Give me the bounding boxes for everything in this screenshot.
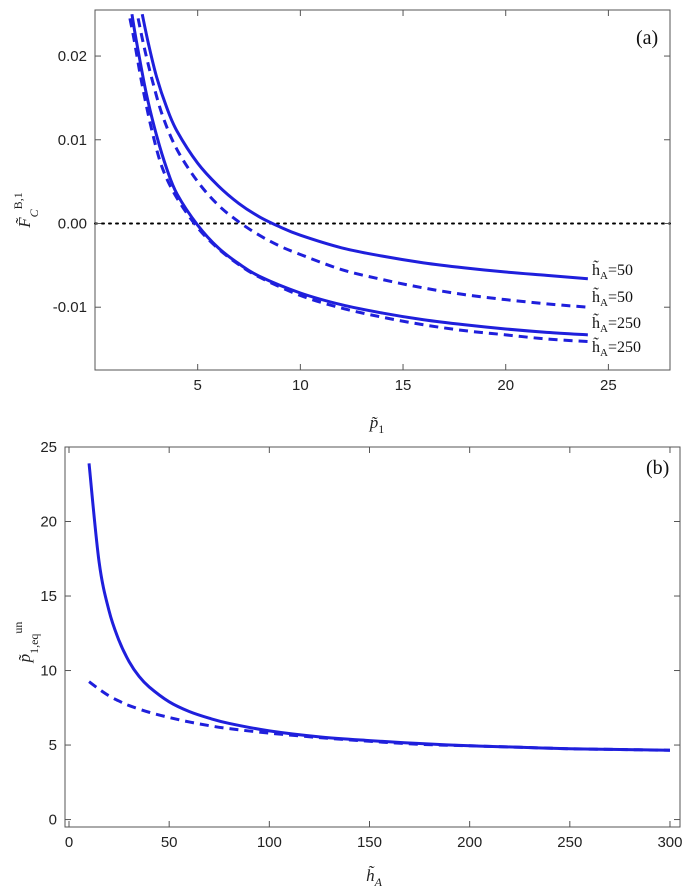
- panel-b-x-tick-label: 100: [257, 834, 282, 851]
- panel-a-frame: [94, 9, 671, 371]
- panel-a-y-tick-label: 0.02: [58, 48, 87, 65]
- panel-a-curve-labels: h̃A=50 h̃A=50 h̃A=250 h̃A=250: [592, 260, 641, 359]
- panel-b-series-solid-0: [87, 463, 671, 752]
- curve-label-h250-solid: h̃A=250: [592, 313, 641, 335]
- panel-b-x-tick-label: 50: [161, 834, 178, 851]
- panel-a-series-dashed-1: [136, 18, 588, 309]
- panel-b-y-tick-label: 5: [49, 737, 57, 754]
- panel-b-x-tick-label: 150: [357, 834, 382, 851]
- panel-b-x-tick-label: 200: [457, 834, 482, 851]
- panel-b-tag: (b): [646, 457, 669, 479]
- panel-a-x-tick-label: 25: [600, 377, 617, 394]
- panel-b-y-tick-label: 20: [40, 514, 57, 531]
- panel-b-y-tick-label: 0: [49, 812, 57, 829]
- panel-a-y-tick-label: 0.00: [58, 215, 87, 232]
- panel-b-x-tick-label: 0: [65, 834, 73, 851]
- panel-a-y-tick-label: -0.01: [53, 299, 87, 316]
- panel-b-y-tick-label: 25: [40, 439, 57, 456]
- panel-a-x-tick-label: 5: [194, 377, 202, 394]
- panel-a-series-solid-2: [130, 13, 588, 337]
- panel-b-y-tick-label: 10: [40, 663, 57, 680]
- panel-a-x-tick-label: 10: [292, 377, 309, 394]
- panel-b-xlabel: h̃A: [366, 866, 383, 889]
- panel-a-y-tick-label: 0.01: [58, 132, 87, 149]
- panel-b-x-tick-label: 300: [657, 834, 682, 851]
- panel-b: 0 50 100 150 200 250 300 0 5 10 15 20 25 (b) h̃A p̃1…: [11, 439, 682, 889]
- panel-a: 5 10 15 20 25 -0.01 0.00 0.01 0.02 (a) h̃A=50 h̃…: [11, 9, 671, 436]
- panel-b-x-tick-label: 250: [557, 834, 582, 851]
- panel-a-ylabel: F̃CB,1: [11, 192, 41, 228]
- curve-label-h250-dashed: h̃A=250: [592, 337, 641, 359]
- panel-a-series-solid-0: [140, 13, 588, 281]
- panel-b-series-group: [87, 463, 671, 752]
- panel-a-series-group: [128, 13, 588, 344]
- curve-label-h50-solid: h̃A=50: [592, 260, 633, 282]
- panel-b-y-tick-label: 15: [40, 588, 57, 605]
- panel-b-series-dashed-1: [88, 680, 671, 752]
- panel-b-frame: [64, 446, 681, 828]
- panel-a-ticks-group: 5 10 15 20 25 -0.01 0.00 0.01 0.02: [53, 10, 670, 394]
- curve-label-h50-dashed: h̃A=50: [592, 287, 633, 309]
- panel-a-x-tick-label: 20: [497, 377, 514, 394]
- panel-b-ylabel: p̃1,equn: [11, 622, 41, 664]
- panel-b-ticks-group: 0 50 100 150 200 250 300 0 5 10 15 20 25: [40, 439, 682, 851]
- panel-a-tag: (a): [636, 27, 658, 49]
- panel-a-xlabel: p̃1: [369, 413, 385, 436]
- panel-a-series-dashed-3: [128, 18, 588, 344]
- panel-a-x-tick-label: 15: [395, 377, 412, 394]
